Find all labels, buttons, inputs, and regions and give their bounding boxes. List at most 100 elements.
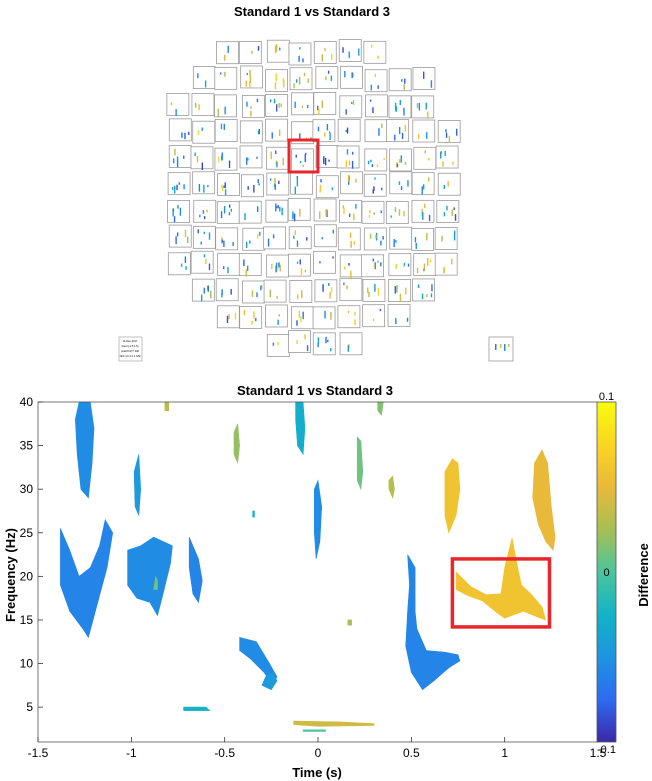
channel-thumbnail: [168, 118, 192, 142]
channel-mark: [353, 213, 355, 221]
channel-thumbnail: [193, 199, 217, 223]
channel-thumbnail: [339, 278, 363, 302]
channel-frame: [238, 200, 262, 224]
channel-mark: [180, 263, 183, 267]
channel-frame: [339, 95, 363, 119]
channel-mark: [325, 208, 327, 216]
channel-mark: [351, 101, 353, 104]
channel-mark: [271, 263, 273, 270]
channel-mark: [421, 186, 423, 195]
channel-mark: [275, 203, 277, 212]
channel-frame: [289, 67, 313, 91]
channel-mark: [407, 263, 410, 267]
channel-mark: [278, 262, 280, 268]
channel-mark: [431, 284, 433, 292]
channel-thumbnail: [411, 228, 435, 251]
channel-mark: [377, 260, 379, 264]
channel-mark: [294, 186, 296, 195]
channel-mark: [417, 134, 420, 140]
channel-mark: [330, 311, 332, 320]
channel-thumbnail: [312, 332, 336, 356]
channel-mark: [444, 150, 446, 157]
significant-cluster: [127, 536, 173, 617]
channel-mark: [383, 157, 385, 161]
channel-frame: [339, 199, 363, 223]
channel-mark: [374, 177, 376, 180]
channel-mark: [227, 267, 229, 274]
channel-mark: [317, 126, 320, 132]
channel-mark: [403, 210, 405, 217]
channel-mark: [223, 185, 225, 188]
channel-thumbnail: [389, 171, 413, 195]
channel-thumbnail: [239, 145, 263, 169]
channel-mark: [403, 84, 405, 90]
channel-thumbnail: [265, 199, 289, 223]
channel-frame: [191, 278, 215, 302]
channel-mark: [274, 45, 277, 54]
channel-thumbnail: [315, 145, 339, 168]
channel-mark: [401, 132, 404, 140]
channel-mark: [303, 72, 306, 77]
channel-thumbnail: [266, 172, 290, 196]
x-tick-label: 0.5: [403, 746, 420, 760]
channel-mark: [298, 310, 301, 318]
x-axis-label: Time (s): [292, 765, 342, 780]
channel-frame: [411, 228, 435, 251]
channel-thumbnail: [313, 41, 337, 64]
channel-mark: [199, 214, 201, 218]
channel-frame: [389, 226, 413, 250]
channel-frame: [192, 120, 216, 144]
channel-mark: [275, 262, 278, 271]
channel-thumbnail: [338, 39, 362, 62]
channel-mark: [395, 239, 397, 243]
channel-mark: [346, 285, 348, 290]
channel-mark: [321, 100, 324, 108]
channel-mark: [404, 162, 407, 165]
channel-thumbnail: [361, 254, 385, 278]
channel-mark: [234, 312, 237, 320]
channel-mark: [292, 213, 294, 219]
channel-mark: [418, 102, 421, 111]
channel-mark: [343, 207, 345, 214]
channel-frame: [314, 279, 338, 303]
channel-mark: [273, 98, 276, 104]
channel-mark: [257, 130, 260, 135]
channel-thumbnail: [411, 199, 435, 223]
channel-mark: [396, 163, 399, 167]
channel-mark: [269, 178, 272, 181]
channel-mark: [224, 189, 227, 196]
channel-mark: [296, 178, 299, 187]
channel-mark: [443, 212, 446, 217]
channel-frame: [215, 278, 239, 302]
channel-mark: [345, 130, 347, 133]
channel-mark: [372, 318, 375, 322]
y-tick-label: 20: [20, 569, 34, 583]
channel-frame: [168, 118, 192, 142]
channel-frame: [313, 224, 337, 248]
channel-mark: [451, 258, 453, 265]
channel-mark: [319, 189, 321, 193]
channel-frame: [437, 172, 461, 196]
x-tick-label: 0: [315, 746, 322, 760]
channel-mark: [367, 160, 370, 165]
channel-thumbnail: [192, 225, 216, 249]
channel-mark: [352, 100, 355, 105]
channel-frame: [388, 279, 412, 302]
channel-mark: [276, 161, 278, 168]
channel-mark: [423, 71, 425, 79]
channel-thumbnail: [339, 254, 363, 279]
channel-mark: [208, 232, 211, 240]
channel-mark: [210, 290, 212, 299]
channel-thumbnail: [413, 146, 437, 170]
y-tick-label: 15: [20, 613, 34, 627]
channel-mark: [401, 79, 403, 82]
channel-mark: [183, 184, 185, 190]
channel-thumbnail: [192, 120, 216, 144]
channel-mark: [453, 232, 456, 241]
channel-mark: [395, 263, 397, 269]
channel-mark: [205, 258, 207, 265]
channel-frame: [266, 39, 290, 63]
channel-mark: [249, 75, 252, 84]
channel-mark: [404, 78, 406, 84]
channel-mark: [351, 72, 353, 79]
